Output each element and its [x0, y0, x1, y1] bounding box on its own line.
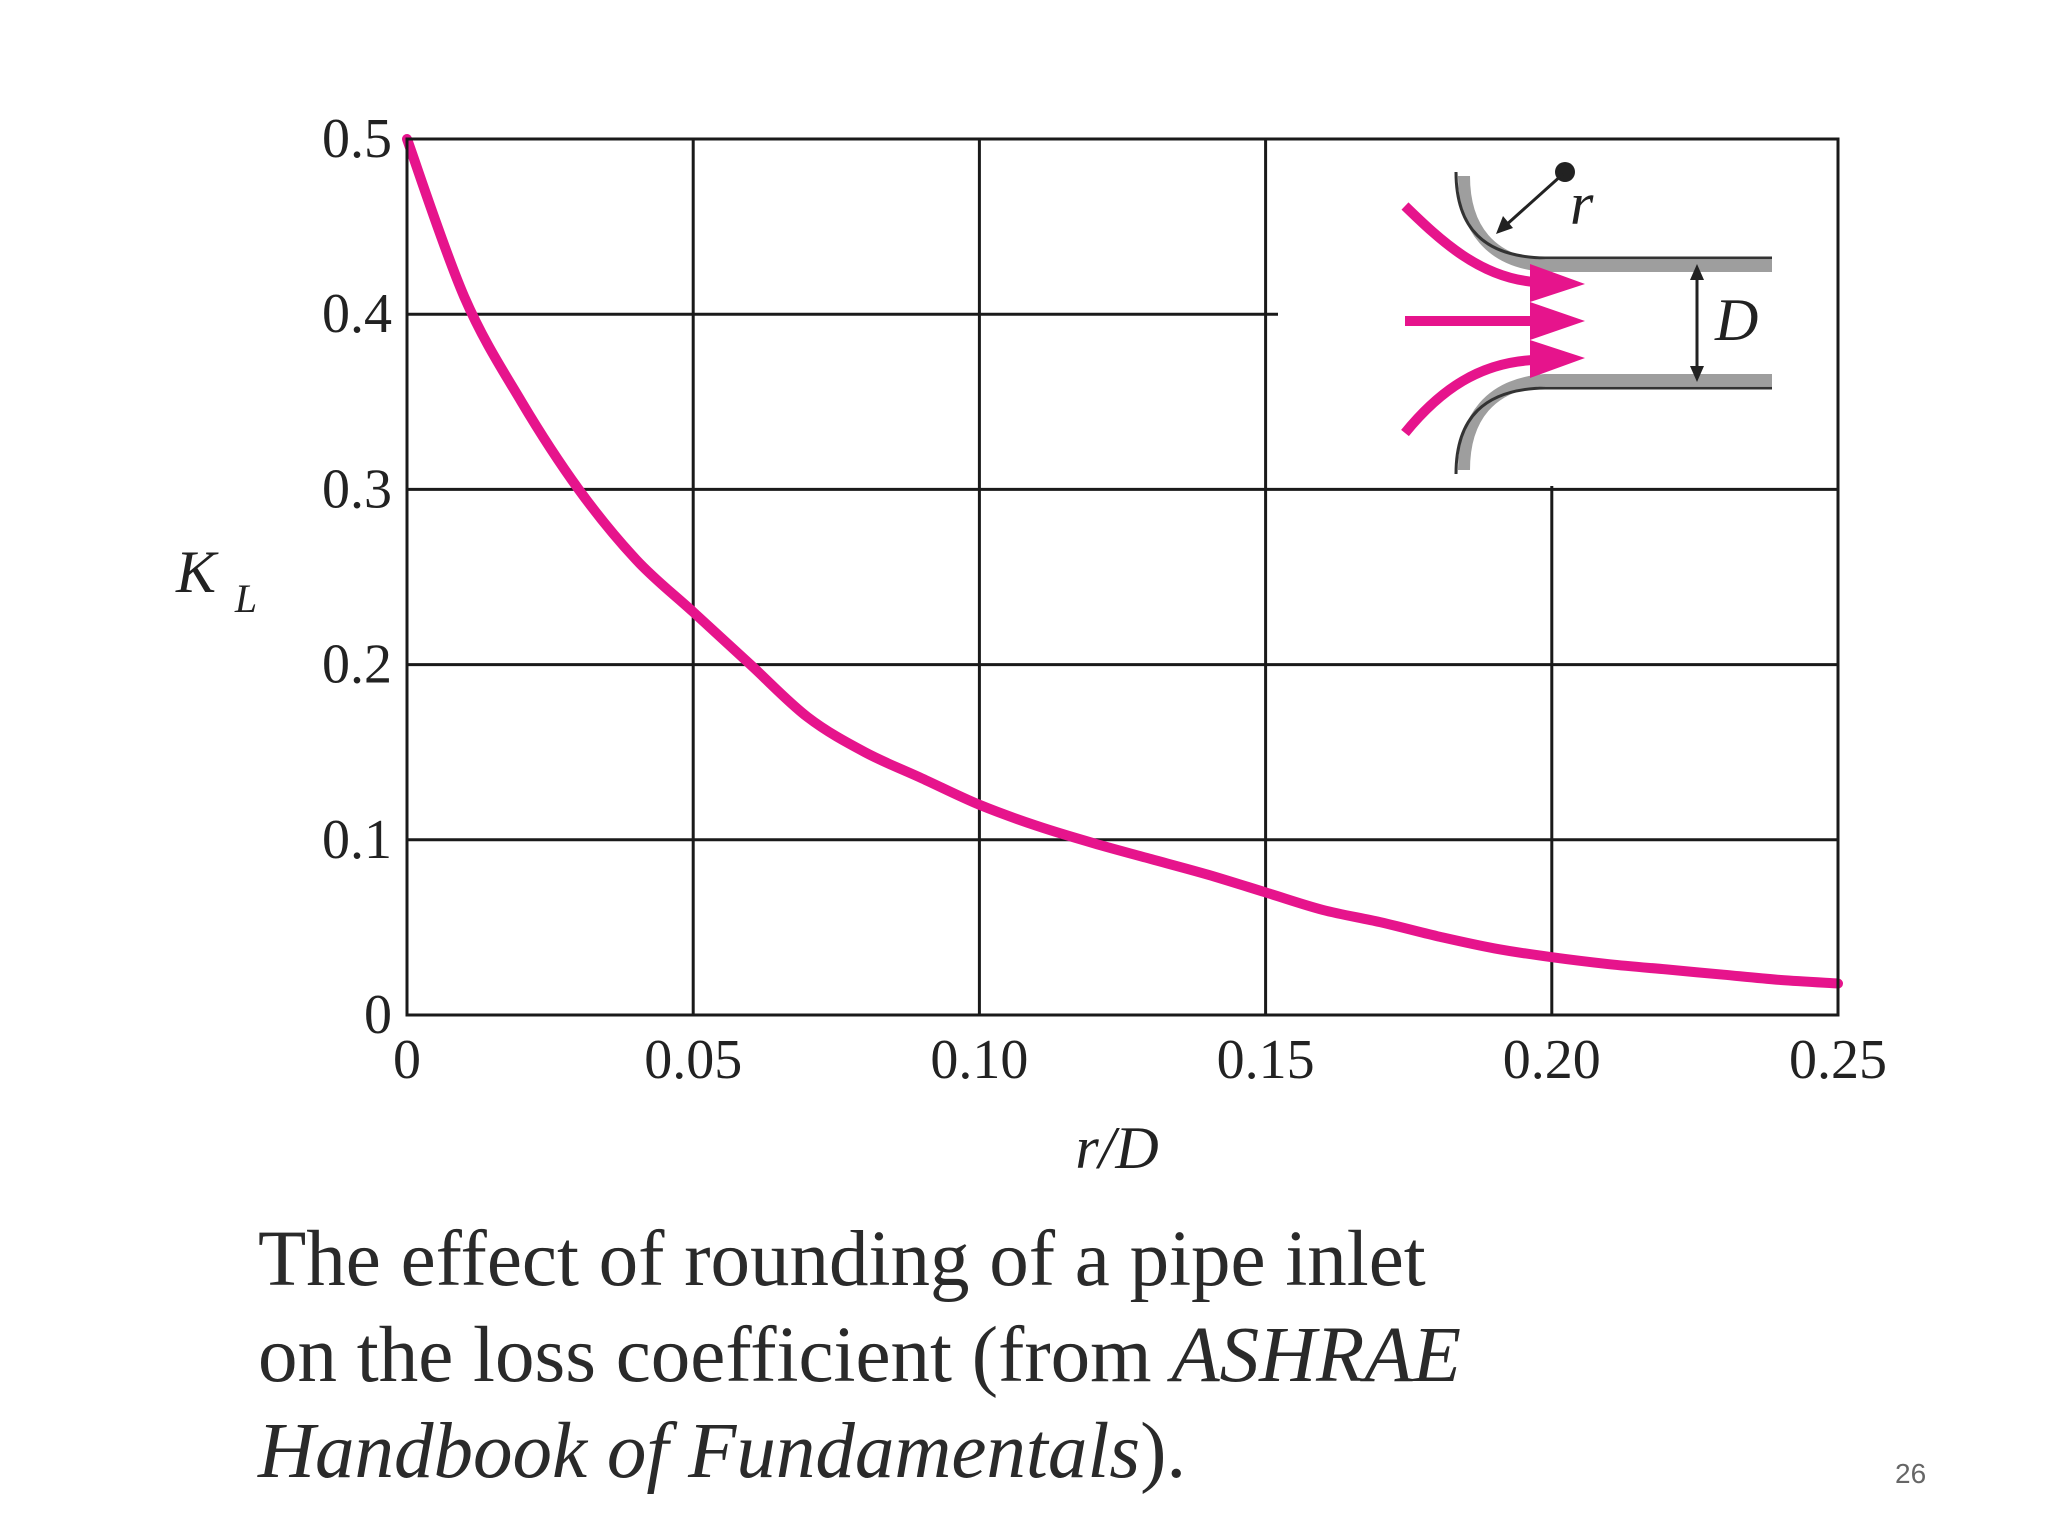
- plot-border: [405, 137, 1840, 1017]
- loss-coefficient-curve: [402, 134, 1843, 989]
- flow-arrow-middle-head: [1530, 302, 1585, 340]
- y-tick-label: 0.4: [322, 283, 392, 345]
- y-tick-label: 0.1: [322, 809, 392, 871]
- flow-arrow-upper-head: [1530, 264, 1585, 302]
- pipe-inlet-diagram: r D: [1278, 141, 1833, 486]
- radius-arrow-line: [1503, 172, 1565, 228]
- caption-line-1: The effect of rounding of a pipe inlet: [258, 1216, 1426, 1303]
- radius-label: r: [1570, 171, 1594, 237]
- radius-arrow-head: [1496, 216, 1513, 234]
- lower-pipe-wall: [1454, 386, 1772, 475]
- y-axis-label: K: [175, 539, 219, 605]
- page-number: 26: [1895, 1458, 1927, 1489]
- x-tick-label: 0.20: [1503, 1029, 1601, 1091]
- x-tick-label: 0.15: [1217, 1029, 1315, 1091]
- y-tick-label: 0.5: [322, 108, 392, 170]
- caption-line-3: Handbook of Fundamentals).: [258, 1408, 1187, 1495]
- diameter-arrow-head-top: [1690, 264, 1704, 280]
- diameter-arrow-head-bottom: [1690, 366, 1704, 382]
- upper-pipe-wall: [1454, 171, 1772, 260]
- y-tick-label: 0: [364, 984, 392, 1046]
- grid-lines: [407, 139, 1838, 1015]
- y-tick-label: 0.3: [322, 458, 392, 520]
- x-tick-label: 0.10: [930, 1029, 1028, 1091]
- y-tick-label: 0.2: [322, 634, 392, 696]
- y-axis-label-subscript: L: [234, 576, 257, 621]
- flow-arrow-lower-head: [1530, 340, 1585, 378]
- diameter-label: D: [1714, 287, 1758, 353]
- flow-arrow-lower: [1401, 355, 1536, 437]
- x-axis-label: r/D: [1075, 1115, 1158, 1181]
- figure-caption: The effect of rounding of a pipe inlet o…: [258, 1212, 1818, 1500]
- flow-arrow-upper: [1401, 202, 1536, 287]
- tick-labels: 0 0.05 0.10 0.15 0.20 0.25 0 0.1 0.2 0.3 0.4 0.5: [322, 108, 1887, 1091]
- x-tick-label: 0.05: [644, 1029, 742, 1091]
- x-tick-label: 0.25: [1789, 1029, 1887, 1091]
- x-tick-label: 0: [393, 1029, 421, 1091]
- caption-line-2: on the loss coefficient (from ASHRAE: [258, 1312, 1461, 1399]
